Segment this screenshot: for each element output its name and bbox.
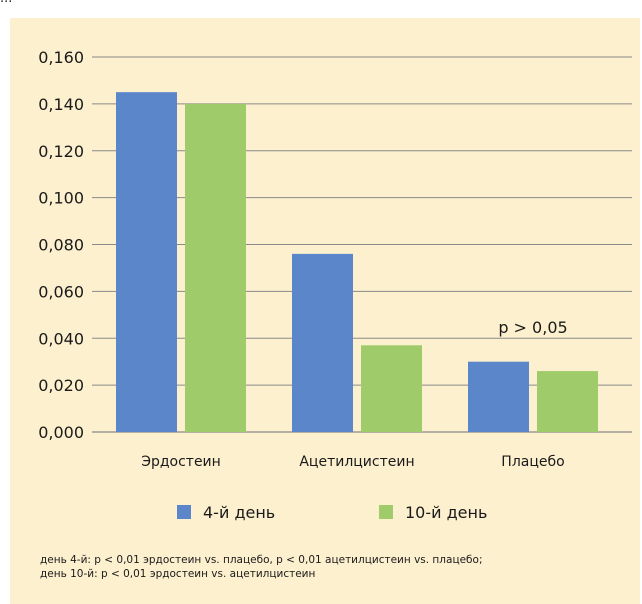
clipped-caption: ... (0, 0, 642, 7)
y-tick-label: 0,160 (38, 48, 84, 67)
y-tick-label: 0,140 (38, 95, 84, 114)
bar-day4 (292, 253, 353, 432)
y-tick-label: 0,120 (38, 142, 84, 161)
x-tick-label: Ацетилцистеин (299, 454, 414, 470)
bar-day10 (361, 345, 422, 432)
legend-day4-swatch (177, 505, 191, 519)
bar-day4 (116, 92, 177, 432)
x-tick-label: Эрдостеин (141, 454, 221, 470)
legend-day10-label: 10-й день (405, 503, 487, 522)
bar-day4 (468, 361, 529, 432)
note-line-2: день 10-й: р < 0,01 эрдостеин vs. ацетил… (40, 568, 316, 580)
y-tick-label: 0,020 (38, 376, 84, 395)
y-tick-label: 0,080 (38, 236, 84, 255)
p-value-annotation: р > 0,05 (498, 318, 567, 337)
y-tick-label: 0,100 (38, 189, 84, 208)
x-tick-label: Плацебо (501, 454, 564, 470)
note-line-1: день 4-й: р < 0,01 эрдостеин vs. плацебо… (40, 554, 483, 566)
significance-note: день 4-й: р < 0,01 эрдостеин vs. плацебо… (40, 553, 630, 581)
y-tick-label: 0,060 (38, 282, 84, 301)
bar-day10 (185, 103, 246, 432)
legend-day10-swatch (379, 505, 393, 519)
bar-day10 (537, 371, 598, 432)
y-tick-label: 0,000 (38, 423, 84, 442)
y-tick-label: 0,040 (38, 329, 84, 348)
legend-day4-label: 4-й день (203, 503, 275, 522)
